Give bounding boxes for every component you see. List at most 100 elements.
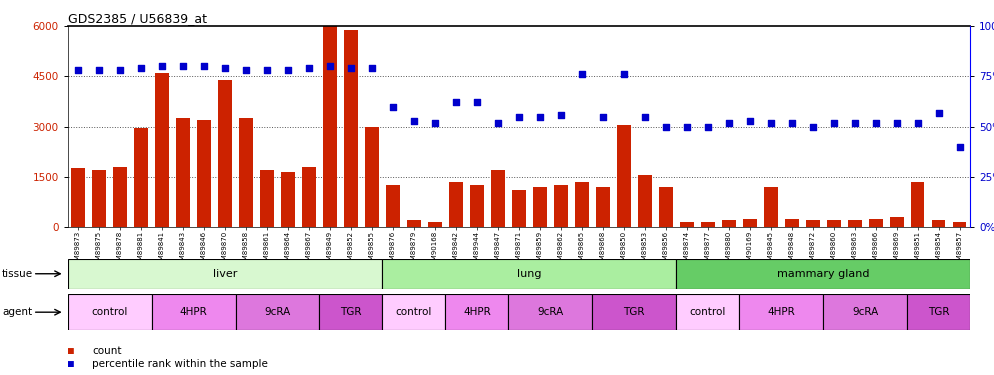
Bar [197,120,211,227]
Bar [408,220,420,227]
Text: 4HPR: 4HPR [767,307,795,317]
Point [301,65,317,71]
Point [700,124,716,130]
Bar [592,294,676,330]
Bar [806,220,819,227]
Bar [743,219,756,227]
Point [175,63,191,69]
Bar [908,294,970,330]
Bar [365,127,379,227]
Point [889,120,905,126]
Bar [722,220,736,227]
Bar [68,259,383,289]
Bar [554,185,568,227]
Point [847,120,863,126]
Text: TGR: TGR [928,307,949,317]
Bar [445,294,508,330]
Point [511,114,527,120]
Point [364,65,380,71]
Bar [659,187,673,227]
Bar [869,219,883,227]
Bar [764,187,777,227]
Bar [302,166,316,227]
Point [930,110,946,116]
Point [742,117,757,123]
Bar [72,168,84,227]
Bar [281,172,295,227]
Point [826,120,842,126]
Point [448,99,464,105]
Bar [508,294,592,330]
Text: liver: liver [213,269,238,279]
Text: 4HPR: 4HPR [463,307,491,317]
Point [280,68,296,74]
Text: TGR: TGR [623,307,645,317]
Bar [449,182,463,227]
Bar [319,294,383,330]
Point [532,114,548,120]
Bar [240,118,252,227]
Bar [155,73,169,227]
Bar [890,217,904,227]
Point [71,68,86,74]
Point [951,144,967,150]
Bar [176,118,190,227]
Bar [680,222,694,227]
Text: agent: agent [2,307,32,317]
Bar [596,187,609,227]
Bar [740,294,823,330]
Bar [617,125,630,227]
Bar [953,222,966,227]
Text: tissue: tissue [2,269,33,279]
Bar [219,80,232,227]
Bar [785,219,798,227]
Point [658,124,674,130]
Bar [323,26,337,227]
Point [594,114,610,120]
Bar [68,294,151,330]
Point [721,120,737,126]
Bar [701,222,715,227]
Bar [512,190,526,227]
Point [784,120,800,126]
Point [385,104,401,110]
Bar [676,294,740,330]
Point [322,63,338,69]
Text: lung: lung [517,269,542,279]
Bar [827,220,841,227]
Bar [92,170,106,227]
Text: TGR: TGR [340,307,362,317]
Bar [491,170,505,227]
Text: percentile rank within the sample: percentile rank within the sample [92,359,268,369]
Bar [823,294,908,330]
Text: GDS2385 / U56839_at: GDS2385 / U56839_at [68,12,207,25]
Point [427,120,443,126]
Point [91,68,107,74]
Bar [113,166,127,227]
Bar [638,175,652,227]
Bar [848,220,862,227]
Text: mammary gland: mammary gland [777,269,870,279]
Point [762,120,778,126]
Point [133,65,149,71]
Point [196,63,212,69]
Point [574,71,589,77]
Point [637,114,653,120]
Bar [676,259,970,289]
Point [238,68,253,74]
Point [217,65,233,71]
Point [805,124,821,130]
Point [469,99,485,105]
Point [343,65,359,71]
Point [112,68,128,74]
Text: count: count [92,346,122,355]
Bar [470,185,484,227]
Text: control: control [91,307,128,317]
Bar [383,259,676,289]
Point [553,111,569,117]
Text: control: control [396,307,432,317]
Bar [911,182,924,227]
Point [679,124,695,130]
Point [406,117,421,123]
Bar [134,128,148,227]
